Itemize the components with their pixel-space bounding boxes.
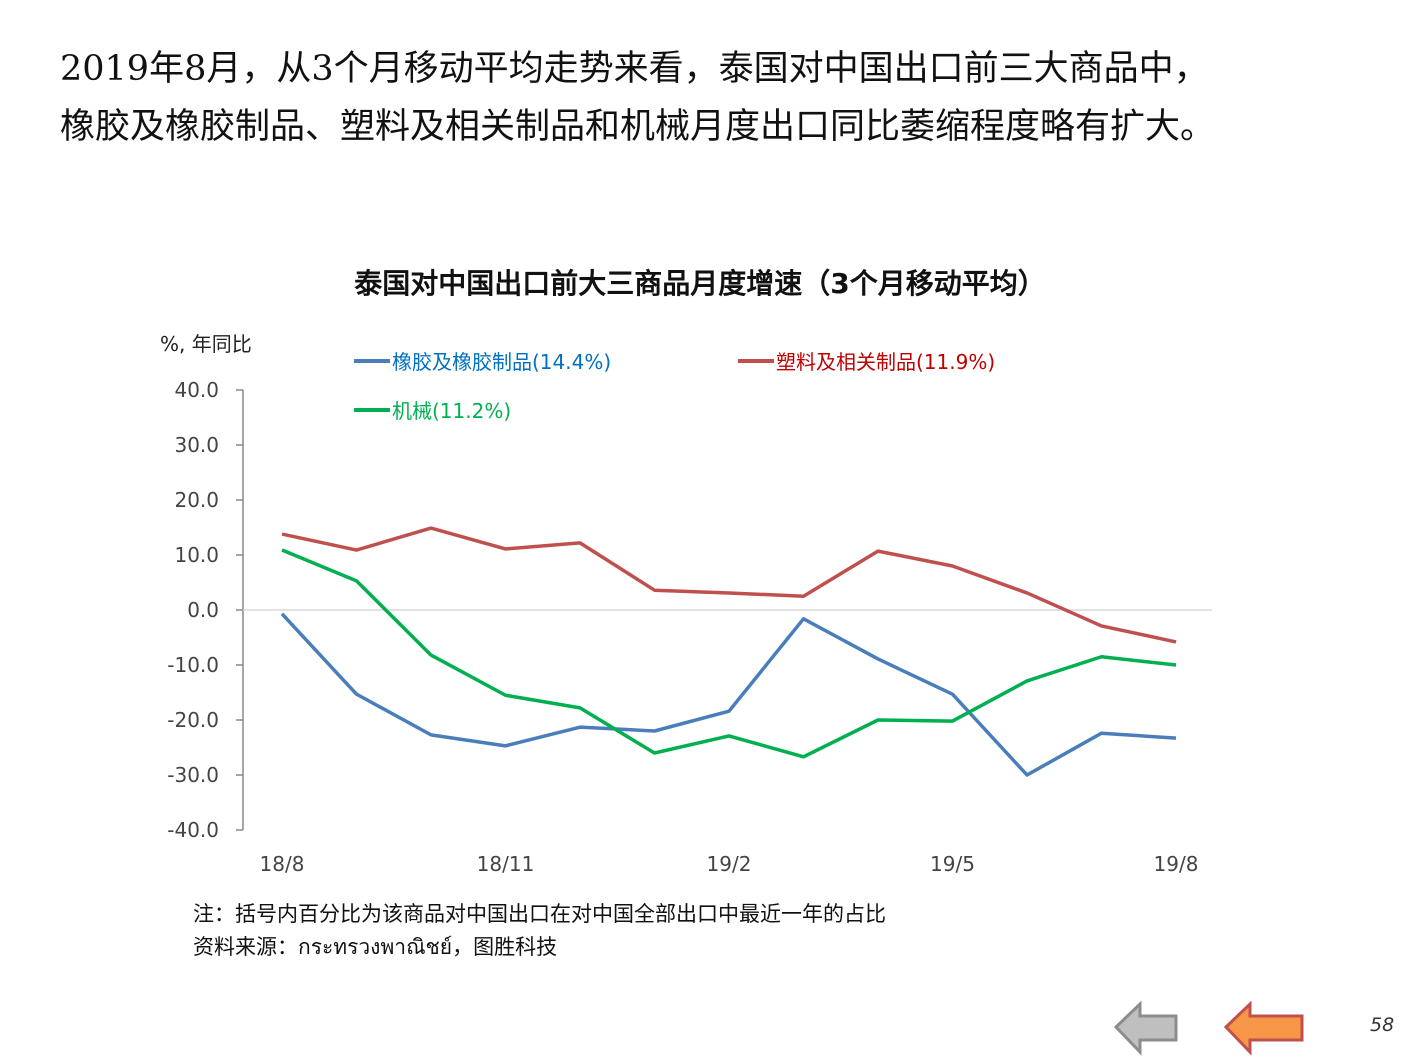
y-tick-label: 20.0 bbox=[174, 488, 219, 512]
legend-label: 塑料及相关制品(11.9%) bbox=[776, 350, 996, 374]
y-tick-label: -40.0 bbox=[167, 818, 219, 842]
x-tick-label: 19/2 bbox=[707, 852, 752, 876]
legend-swatch bbox=[354, 358, 390, 363]
legend-item-rubber: 橡胶及橡胶制品(14.4%) bbox=[354, 346, 611, 375]
series-line-1 bbox=[281, 526, 1177, 644]
x-tick-label: 18/11 bbox=[477, 852, 535, 876]
headline-line-1: 2019年8月，从3个月移动平均走势来看，泰国对中国出口前三大商品中， bbox=[60, 49, 1209, 89]
y-tick-label: -10.0 bbox=[167, 653, 219, 677]
y-tick-label: -20.0 bbox=[167, 708, 219, 732]
y-axis-label: %, 年同比 bbox=[160, 332, 252, 356]
y-tick-label: -30.0 bbox=[167, 763, 219, 787]
legend-item-machinery: 机械(11.2%) bbox=[354, 395, 511, 424]
headline-line-2: 橡胶及橡胶制品、塑料及相关制品和机械月度出口同比萎缩程度略有扩大。 bbox=[60, 107, 1216, 147]
chart-title: 泰国对中国出口前大三商品月度增速（3个月移动平均） bbox=[354, 267, 1046, 300]
legend-label: 机械(11.2%) bbox=[392, 399, 512, 423]
legend-swatch bbox=[354, 407, 390, 412]
chart-source: 资料来源：กระทรวงพาณิชย์，图胜科技 bbox=[193, 935, 558, 959]
legend-swatch bbox=[738, 358, 774, 363]
x-tick-label: 19/8 bbox=[1154, 852, 1199, 876]
left-arrow-icon bbox=[1113, 1000, 1178, 1056]
back-arrow-button[interactable] bbox=[1112, 1000, 1182, 1056]
y-tick-label: 0.0 bbox=[187, 598, 219, 622]
legend-label: 橡胶及橡胶制品(14.4%) bbox=[392, 350, 612, 374]
headline: 2019年8月，从3个月移动平均走势来看，泰国对中国出口前三大商品中， 橡胶及橡… bbox=[60, 40, 1215, 156]
x-tick-label: 19/5 bbox=[930, 852, 975, 876]
y-tick-label: 10.0 bbox=[174, 543, 219, 567]
page-number: 58 bbox=[1370, 1014, 1395, 1036]
left-arrow-icon bbox=[1223, 1000, 1304, 1056]
forward-arrow-button[interactable] bbox=[1222, 1000, 1308, 1056]
chart-note: 注：括号内百分比为该商品对中国出口在对中国全部出口中最近一年的占比 bbox=[193, 902, 886, 926]
x-tick-label: 18/8 bbox=[260, 852, 305, 876]
y-tick-label: 30.0 bbox=[174, 433, 219, 457]
y-tick-label: 40.0 bbox=[174, 378, 219, 402]
legend-item-plastics: 塑料及相关制品(11.9%) bbox=[738, 346, 995, 375]
